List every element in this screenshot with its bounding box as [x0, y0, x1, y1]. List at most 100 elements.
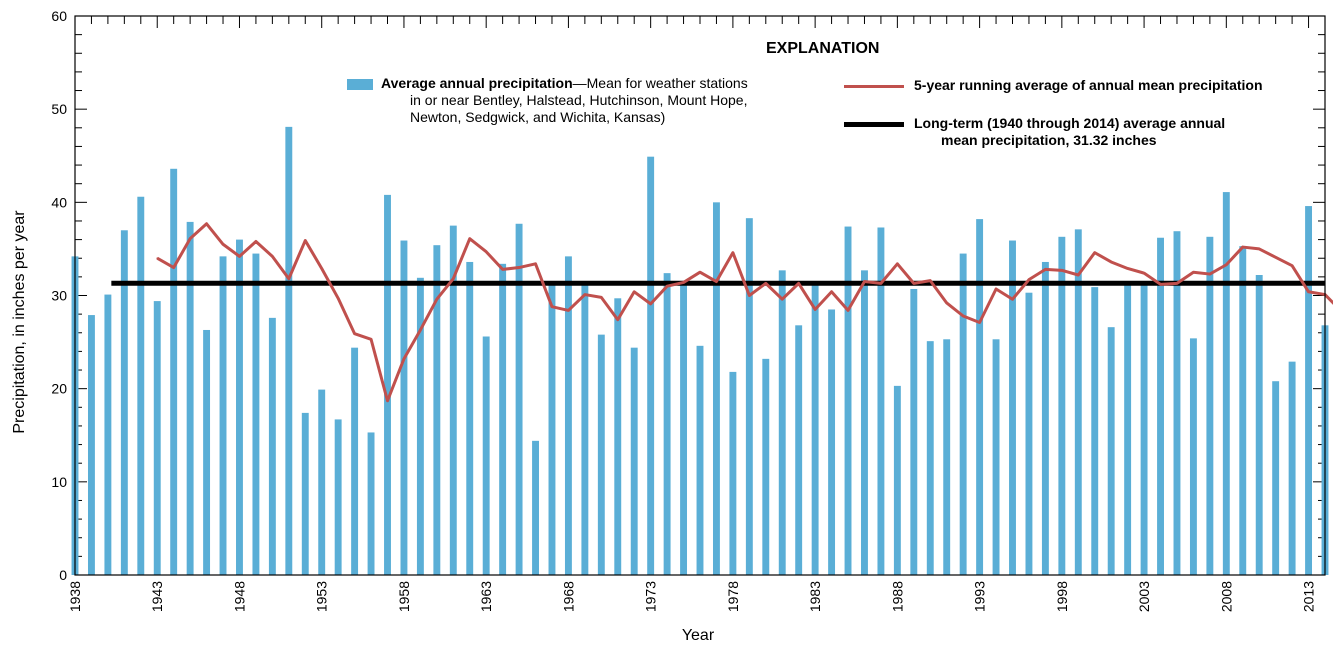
- bar-1946: [203, 329, 211, 575]
- bar-1999: [1074, 229, 1082, 575]
- x-tick-label: 2008: [1218, 581, 1234, 612]
- bar-2012: [1288, 361, 1296, 575]
- bar-1991: [943, 339, 951, 575]
- running-point-1998: [1061, 269, 1063, 272]
- running-point-1946: [205, 222, 208, 225]
- running-point-1967: [551, 305, 553, 308]
- running-point-1957: [386, 399, 389, 402]
- legend-average-label-line2: mean precipitation, 31.32 inches: [941, 132, 1157, 148]
- bar-1965: [515, 223, 523, 576]
- legend-bar-swatch: [347, 79, 373, 90]
- running-point-2010: [1258, 248, 1261, 250]
- running-average-points: [156, 222, 1326, 402]
- bar-1954: [334, 419, 342, 575]
- running-point-2000: [1093, 251, 1096, 254]
- running-point-2011: [1274, 256, 1277, 259]
- y-tick-label: 40: [51, 194, 67, 210]
- running-point-2002: [1126, 267, 1129, 270]
- running-point-1945: [189, 237, 191, 240]
- running-point-2001: [1110, 261, 1112, 263]
- bars-series: [71, 126, 1329, 576]
- legend-average-swatch: [844, 122, 904, 127]
- bar-1962: [466, 261, 474, 575]
- running-point-1981: [781, 298, 784, 301]
- bar-1979: [745, 218, 753, 575]
- bar-1960: [433, 245, 441, 575]
- y-tick-label: 10: [51, 474, 67, 490]
- legend-running-label: 5-year running average of annual mean pr…: [914, 77, 1263, 93]
- bar-1983: [811, 281, 819, 575]
- bar-1987: [877, 227, 885, 575]
- bar-1975: [680, 285, 688, 575]
- bar-2000: [1091, 287, 1099, 575]
- running-point-1989: [913, 282, 915, 285]
- bar-1940: [104, 294, 112, 575]
- running-point-2007: [1209, 273, 1211, 275]
- bar-1968: [564, 256, 572, 575]
- legend-bar-label-bold: Average annual precipitation: [381, 75, 573, 91]
- running-point-1992: [962, 315, 964, 317]
- running-point-2009: [1241, 246, 1244, 248]
- running-point-1982: [797, 282, 800, 285]
- running-point-1954: [337, 297, 339, 300]
- bar-2002: [1124, 284, 1132, 575]
- bar-1949: [252, 253, 260, 575]
- running-point-1968: [567, 309, 570, 312]
- running-average-line: [156, 222, 1333, 403]
- running-point-2013: [1307, 290, 1310, 293]
- legend-bar-label: Average annual precipitation—Mean for we…: [381, 75, 748, 92]
- running-point-1996: [1028, 278, 1030, 281]
- running-point-2005: [1176, 282, 1178, 285]
- bar-1981: [778, 270, 786, 575]
- running-point-1966: [534, 263, 537, 265]
- bar-1974: [663, 273, 671, 575]
- running-point-2004: [1159, 283, 1162, 286]
- bar-1988: [893, 385, 901, 575]
- running-point-1951: [288, 277, 290, 280]
- bar-1951: [285, 126, 293, 575]
- x-tick-label: 1963: [478, 581, 494, 612]
- running-point-1949: [255, 240, 257, 243]
- bar-1989: [910, 288, 918, 575]
- bar-2009: [1239, 246, 1247, 575]
- running-point-1960: [436, 298, 438, 301]
- running-point-1977: [715, 280, 718, 283]
- legend-title: EXPLANATION: [766, 40, 880, 57]
- bar-1976: [696, 345, 704, 575]
- bar-2007: [1206, 236, 1214, 575]
- x-tick-label: 1983: [807, 581, 823, 612]
- x-tick-label: 1973: [643, 581, 659, 612]
- bar-1966: [532, 440, 539, 575]
- y-tick-labels: 0 10 20 30 40 50 60: [51, 8, 67, 583]
- bar-1993: [976, 219, 984, 575]
- running-point-1970: [600, 296, 603, 299]
- running-point-1953: [320, 267, 323, 270]
- bar-1992: [959, 253, 967, 575]
- bar-2004: [1157, 237, 1164, 575]
- x-tick-label: 1993: [972, 581, 988, 612]
- bar-1950: [268, 317, 276, 575]
- bar-1970: [597, 334, 605, 575]
- running-point-1963: [485, 250, 487, 253]
- x-tick-label: 2003: [1136, 581, 1152, 612]
- running-point-1959: [419, 329, 422, 331]
- bar-1942: [137, 196, 145, 575]
- running-point-1984: [830, 290, 833, 293]
- running-point-1962: [468, 237, 471, 240]
- y-tick-label: 50: [51, 101, 67, 117]
- running-point-1972: [633, 290, 636, 293]
- bar-1952: [301, 412, 309, 575]
- x-tick-label: 1943: [149, 581, 165, 612]
- running-point-1990: [929, 279, 932, 282]
- bar-1945: [186, 221, 194, 576]
- bar-1963: [482, 336, 490, 575]
- running-point-1965: [518, 266, 520, 269]
- bar-1953: [318, 389, 326, 575]
- x-tick-label: 2013: [1301, 581, 1317, 612]
- running-point-1993: [978, 321, 981, 324]
- bar-2005: [1173, 231, 1181, 575]
- running-point-1980: [764, 282, 767, 285]
- bar-1964: [499, 263, 507, 575]
- bar-2001: [1107, 327, 1115, 575]
